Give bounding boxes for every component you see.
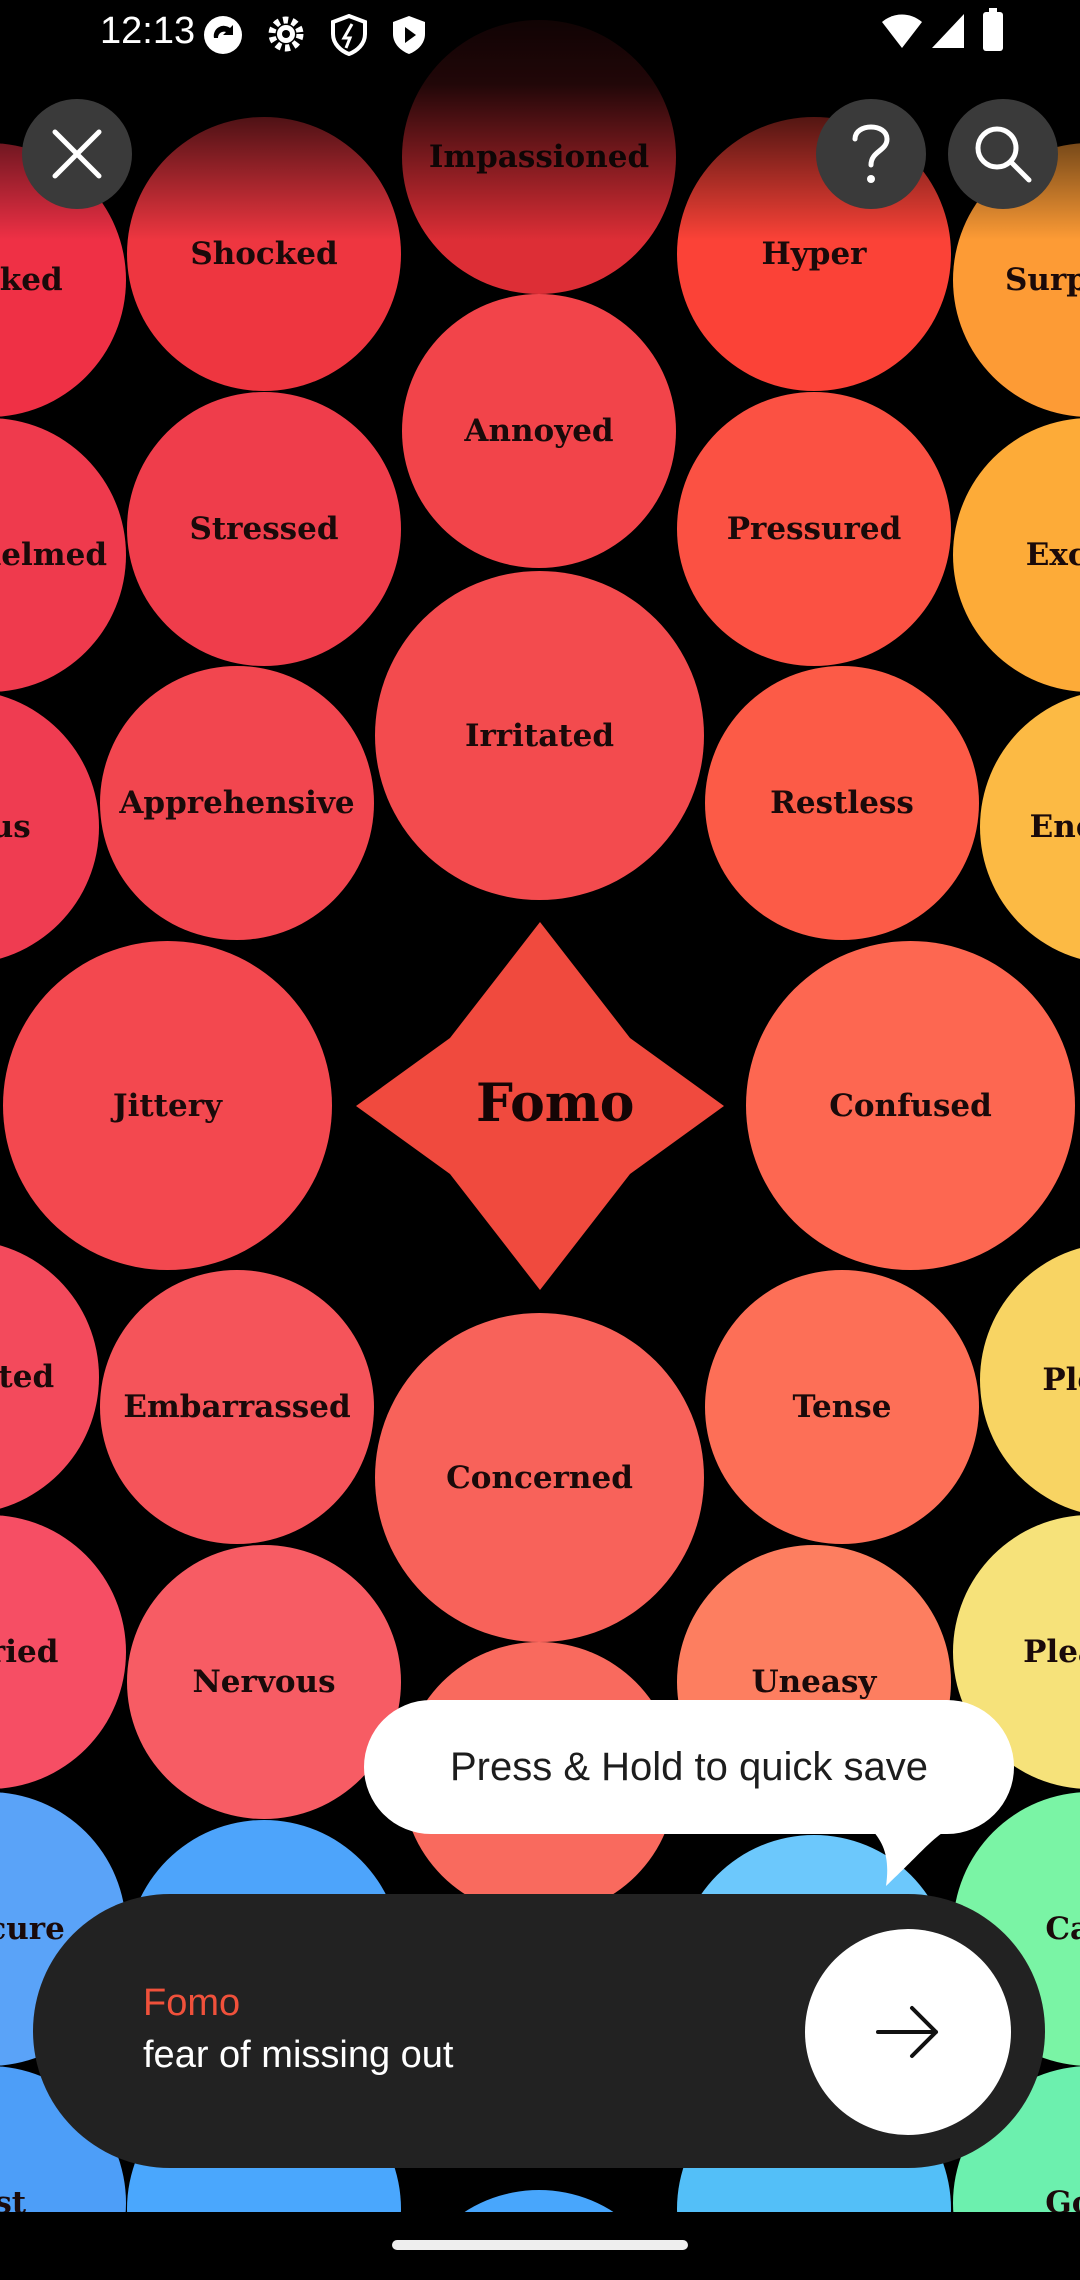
selected-emotion-diamond[interactable]: [354, 920, 726, 1292]
question-mark-icon: [852, 124, 890, 183]
help-button[interactable]: [816, 99, 926, 209]
emotion-bubble-label: Shocked: [0, 262, 63, 298]
emotion-bubble-label: Pressured: [726, 511, 902, 547]
emotion-bubble-label: Calm: [1045, 1911, 1080, 1947]
app-sync-icon: [204, 16, 242, 54]
emotion-bubble[interactable]: Energized: [980, 690, 1080, 964]
card-emotion-name: Fomo: [143, 1982, 241, 2024]
close-icon: [52, 129, 102, 179]
emotion-bubble-label: Overwhelmed: [0, 537, 107, 573]
emotion-bubble[interactable]: Irritated: [375, 571, 704, 900]
settings-icon: [268, 16, 304, 52]
close-button[interactable]: [22, 99, 132, 209]
shield-icon: [331, 14, 367, 56]
emotion-bubble-label: Annoyed: [464, 413, 614, 449]
wifi-icon: [882, 14, 922, 48]
emotion-bubble-label: Pleasant: [1042, 1362, 1080, 1398]
emotion-bubble-label: Nervous: [192, 1664, 336, 1700]
tooltip-tail: [870, 1828, 950, 1886]
emotion-bubble-label: Tense: [792, 1389, 892, 1425]
search-icon: [975, 126, 1032, 183]
emotion-bubble[interactable]: Concerned: [375, 1313, 704, 1642]
emotion-bubble[interactable]: Frustrated: [0, 1240, 99, 1514]
selected-emotion-label: Fomo: [476, 1073, 635, 1134]
signal-icon: [932, 14, 964, 48]
emotion-bubble[interactable]: Anxious: [0, 690, 99, 964]
continue-button[interactable]: [805, 1929, 1011, 2135]
emotion-bubble-label: Insecure: [0, 1911, 65, 1947]
emotion-bubble-label: Hyper: [761, 236, 867, 272]
emotion-bubble-label: Embarrassed: [123, 1389, 351, 1425]
search-button[interactable]: [948, 99, 1058, 209]
selected-emotion-card[interactable]: Fomo fear of missing out: [33, 1894, 1045, 2168]
emotion-bubble-label: Shocked: [190, 236, 338, 272]
emotion-bubble[interactable]: Tense: [705, 1270, 979, 1544]
arrow-right-icon: [876, 2006, 938, 2058]
emotion-bubble[interactable]: Worried: [0, 1515, 126, 1789]
emotion-bubble-label: Surprised: [1005, 262, 1080, 298]
emotion-bubble-label: Frustrated: [0, 1359, 55, 1395]
emotion-bubble-label: Restless: [770, 785, 914, 821]
emotion-bubble-label: Irritated: [464, 717, 615, 754]
emotion-bubble[interactable]: Jittery: [3, 941, 332, 1270]
emotion-bubble-label: Energized: [1029, 809, 1080, 845]
emotion-bubble-label: Confused: [829, 1087, 992, 1124]
emotion-bubble-label: Jittery: [112, 1087, 223, 1124]
emotion-bubble-label: Apprehensive: [119, 785, 355, 821]
emotion-bubble-label: Excited: [1025, 537, 1080, 573]
tooltip-text: Press & Hold to quick save: [450, 1744, 928, 1789]
emotion-bubble-label: Anxious: [0, 809, 31, 845]
emotion-bubble[interactable]: Excited: [953, 418, 1080, 692]
emotion-bubble[interactable]: Annoyed: [402, 294, 676, 568]
emotion-bubble-label: Worried: [0, 1634, 59, 1670]
play-shield-icon: [393, 16, 425, 54]
home-indicator[interactable]: [392, 2240, 688, 2250]
status-bar: 12:13: [0, 0, 1080, 64]
card-emotion-definition: fear of missing out: [143, 2034, 454, 2076]
emotion-bubble[interactable]: Apprehensive: [100, 666, 374, 940]
emotion-bubble-label: Uneasy: [751, 1664, 877, 1700]
emotion-bubble[interactable]: Embarrassed: [100, 1270, 374, 1544]
emotion-bubble[interactable]: Confused: [746, 941, 1075, 1270]
status-time: 12:13: [100, 10, 196, 52]
emotion-bubble[interactable]: Nervous: [127, 1545, 401, 1819]
emotion-bubble[interactable]: Overwhelmed: [0, 418, 126, 692]
battery-icon: [983, 8, 1003, 51]
quick-save-tooltip: Press & Hold to quick save: [364, 1700, 1014, 1834]
emotion-bubble-label: Pleased: [1023, 1634, 1080, 1670]
emotion-bubble-label: Stressed: [189, 511, 339, 547]
emotion-bubble[interactable]: Pressured: [677, 392, 951, 666]
emotion-bubble[interactable]: Restless: [705, 666, 979, 940]
emotion-bubble[interactable]: Pleasant: [980, 1243, 1080, 1517]
emotion-bubble[interactable]: Stressed: [127, 392, 401, 666]
emotion-bubble-label: Concerned: [446, 1459, 633, 1496]
